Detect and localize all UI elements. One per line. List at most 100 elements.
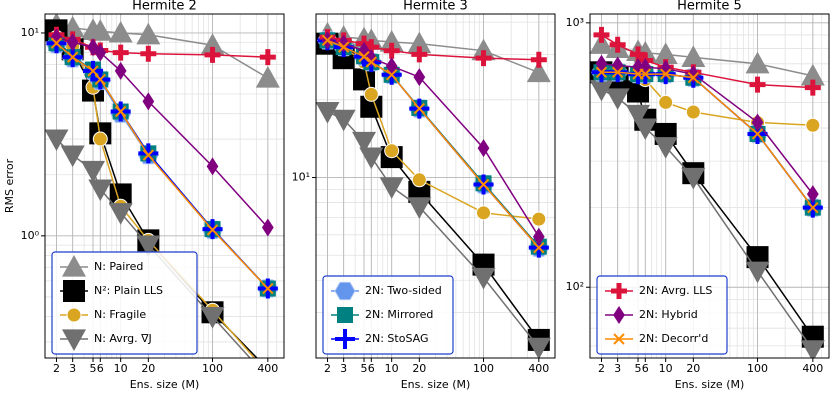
axes-frame (315, 13, 556, 359)
marker (50, 28, 63, 47)
marker (63, 280, 85, 302)
marker (407, 31, 432, 54)
marker (62, 329, 86, 351)
x-tick-label: 3 (340, 362, 347, 375)
marker (531, 211, 547, 227)
x-tick-label: 3 (69, 362, 76, 375)
x-tick-label: 10 (114, 362, 128, 375)
marker (358, 50, 370, 63)
panel: Hermite 5 10² 10³ 2 3 5 6 10 20 100 400 Ens. size (… (566, 0, 830, 391)
x-tick-label: 20 (412, 362, 426, 375)
marker (800, 63, 825, 86)
legend-box (51, 251, 198, 355)
marker (749, 76, 766, 93)
marker (94, 43, 107, 62)
marker (108, 203, 133, 225)
marker (200, 33, 225, 55)
marker (335, 329, 355, 349)
x-tick-label: 400 (257, 362, 278, 375)
marker (140, 45, 157, 62)
y-axis-label: RMS error (3, 158, 16, 213)
marker (475, 50, 492, 67)
chart-title: Hermite 5 (677, 0, 742, 14)
marker (94, 73, 107, 86)
marker (206, 157, 219, 176)
legend-label: 2N: Decorr'd (639, 332, 708, 345)
marker (66, 33, 79, 52)
marker (385, 69, 398, 81)
marker (530, 51, 547, 68)
marker (471, 38, 496, 61)
marker (807, 201, 819, 214)
legend-label: N²: Plain LLS (94, 284, 163, 297)
x-axis-label: Ens. size (M) (401, 378, 471, 391)
marker (804, 79, 821, 96)
marker (590, 32, 614, 54)
marker (142, 149, 155, 161)
marker (108, 20, 133, 43)
legend-label: N: Avrg. ∇J (94, 332, 152, 345)
marker (316, 102, 340, 124)
marker (66, 51, 79, 63)
marker (659, 59, 672, 78)
series-line (327, 39, 540, 249)
marker (331, 109, 356, 132)
marker (62, 255, 86, 277)
marker (138, 143, 159, 164)
legend-label: 2N: Two-sided (365, 284, 442, 297)
marker (365, 56, 378, 68)
x-axis-label: Ens. size (M) (130, 378, 200, 391)
legend: N: Paired N²: Plain LLS N: Fragile N: Avrg.… (51, 251, 198, 355)
marker (687, 65, 700, 84)
marker (609, 36, 626, 53)
marker (200, 306, 225, 329)
x-tick-label: 6 (368, 362, 375, 375)
plot-area (590, 26, 825, 358)
marker (334, 281, 356, 301)
marker (806, 185, 819, 204)
marker (379, 29, 404, 52)
marker (255, 65, 280, 88)
legend: 2N: Two-sided 2N: Mirrored 2N: StoSAG (322, 275, 454, 355)
marker (363, 86, 379, 102)
marker (745, 51, 770, 74)
marker (595, 66, 608, 79)
legend-label: 2N: Mirrored (365, 308, 433, 321)
panel: Hermite 3 10¹ 2 3 5 6 10 20 100 400 Ens. size (M) 2… (292, 0, 556, 391)
marker (633, 118, 658, 141)
marker (681, 167, 706, 190)
marker (352, 131, 377, 154)
marker (206, 224, 219, 236)
marker (261, 218, 274, 237)
x-tick-label: 100 (202, 362, 223, 375)
marker (411, 172, 427, 188)
x-tick-label: 400 (528, 362, 549, 375)
y-tick-label: 10⁰ (21, 229, 40, 242)
legend-label: 2N: Avrg. LLS (639, 284, 712, 297)
marker (88, 19, 113, 41)
marker (411, 46, 428, 63)
marker (526, 337, 551, 358)
marker (639, 68, 652, 80)
x-tick-label: 10 (385, 362, 399, 375)
y-tick-label: 10¹ (21, 26, 39, 39)
marker (358, 41, 370, 60)
legend-box (322, 275, 454, 355)
marker (321, 34, 334, 47)
marker (590, 79, 614, 102)
marker (687, 72, 700, 84)
marker (60, 145, 85, 168)
x-tick-label: 100 (473, 362, 494, 375)
y-tick-label: 10¹ (292, 171, 310, 184)
marker (114, 105, 127, 118)
legend-box (596, 275, 728, 355)
marker (611, 66, 624, 79)
marker (526, 60, 551, 83)
x-tick-label: 5 (361, 362, 368, 375)
x-tick-label: 20 (686, 362, 700, 375)
marker (384, 143, 400, 159)
chart-title: Hermite 3 (403, 0, 468, 14)
marker (136, 235, 161, 258)
x-tick-label: 6 (642, 362, 649, 375)
marker (532, 227, 545, 246)
